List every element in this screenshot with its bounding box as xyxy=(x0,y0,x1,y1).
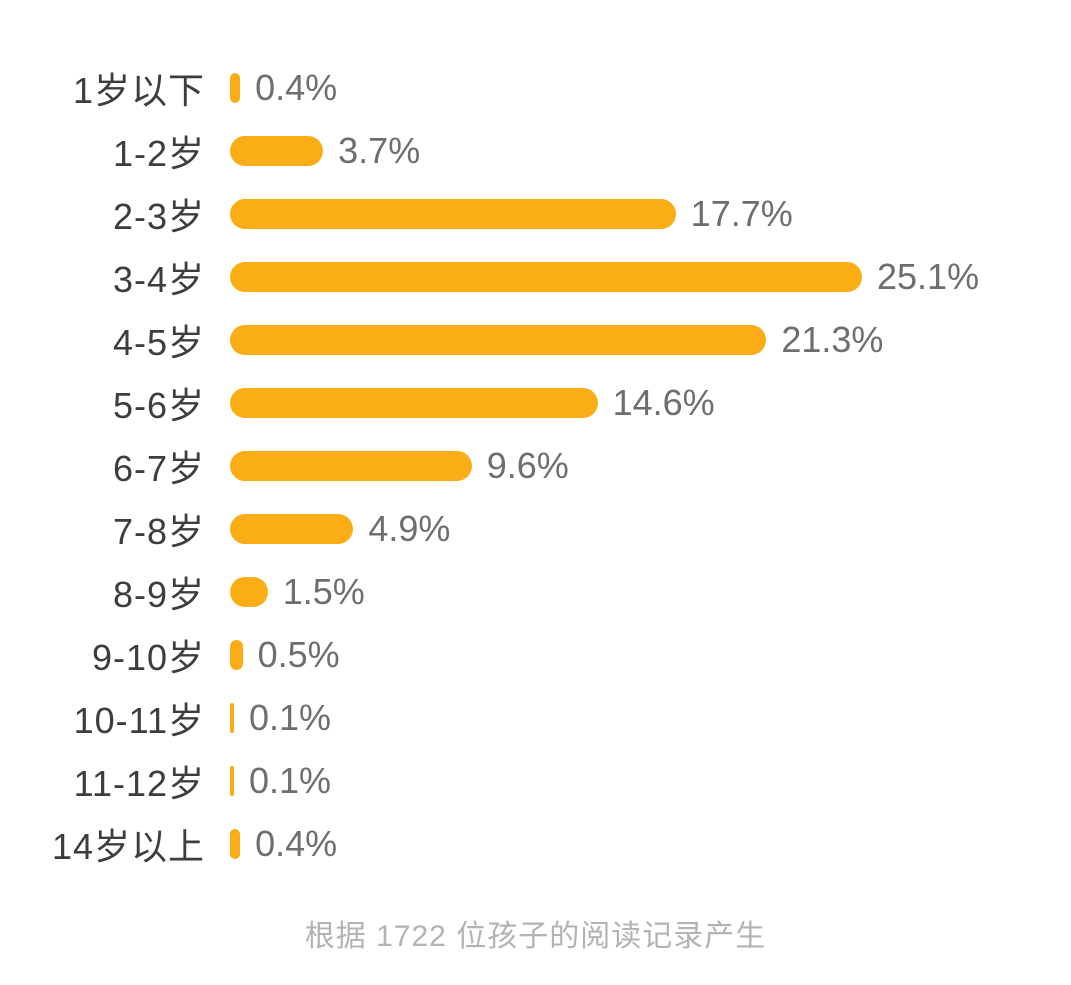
bar xyxy=(230,576,268,607)
bar-area: 0.4% xyxy=(230,823,1071,865)
chart-row: 8-9岁 1.5% xyxy=(0,560,1071,623)
bar xyxy=(230,639,243,670)
chart-row: 3-4岁 25.1% xyxy=(0,245,1071,308)
value-label: 1.5% xyxy=(282,570,365,612)
bar xyxy=(230,261,862,292)
chart-row: 14岁以上 0.4% xyxy=(0,812,1071,875)
chart-row: 10-11岁 0.1% xyxy=(0,686,1071,749)
bar xyxy=(230,702,234,733)
value-label: 17.7% xyxy=(690,192,793,234)
chart-row: 4-5岁 21.3% xyxy=(0,308,1071,371)
chart-footer-note: 根据 1722 位孩子的阅读记录产生 xyxy=(304,920,767,953)
category-label: 8-9岁 xyxy=(112,573,205,615)
value-label: 14.6% xyxy=(612,381,715,423)
bar-area: 0.1% xyxy=(230,697,1071,739)
category-label: 7-8岁 xyxy=(112,510,205,552)
bar-area: 4.9% xyxy=(230,508,1071,550)
bar xyxy=(230,324,767,355)
bar xyxy=(230,198,676,229)
value-label: 0.5% xyxy=(257,633,340,675)
chart-row: 2-3岁 17.7% xyxy=(0,182,1071,245)
bar xyxy=(230,765,234,796)
bar xyxy=(230,72,241,103)
category-label: 9-10岁 xyxy=(91,636,205,678)
chart-row: 1岁以下 0.4% xyxy=(0,56,1071,119)
chart-row: 1-2岁 3.7% xyxy=(0,119,1071,182)
chart-row: 5-6岁 14.6% xyxy=(0,371,1071,434)
category-label: 14岁以上 xyxy=(51,825,205,867)
category-label: 11-12岁 xyxy=(73,762,205,804)
value-label: 9.6% xyxy=(486,444,569,486)
chart-row: 11-12岁 0.1% xyxy=(0,749,1071,812)
bar xyxy=(230,387,598,418)
chart-row: 6-7岁 9.6% xyxy=(0,434,1071,497)
bar-area: 3.7% xyxy=(230,130,1071,172)
value-label: 21.3% xyxy=(781,318,884,360)
bar-area: 17.7% xyxy=(230,193,1071,235)
bar-area: 0.4% xyxy=(230,67,1071,109)
bar xyxy=(230,450,472,481)
category-label: 2-3岁 xyxy=(112,195,205,237)
category-label: 10-11岁 xyxy=(73,699,205,741)
category-label: 5-6岁 xyxy=(112,384,205,426)
value-label: 0.1% xyxy=(249,759,332,801)
category-label: 3-4岁 xyxy=(112,258,205,300)
bar-area: 1.5% xyxy=(230,571,1071,613)
bar xyxy=(230,828,241,859)
category-label: 1-2岁 xyxy=(112,132,205,174)
chart-row: 9-10岁 0.5% xyxy=(0,623,1071,686)
bar-area: 14.6% xyxy=(230,382,1071,424)
value-label: 3.7% xyxy=(338,129,421,171)
bar xyxy=(230,513,354,544)
chart-row: 7-8岁 4.9% xyxy=(0,497,1071,560)
value-label: 0.4% xyxy=(255,66,338,108)
bar-area: 9.6% xyxy=(230,445,1071,487)
value-label: 25.1% xyxy=(877,255,980,297)
bar-area: 25.1% xyxy=(230,256,1071,298)
bar-chart: 1岁以下 0.4% 1-2岁 3.7% 2-3岁 17.7% 3-4岁 25.1% 4-5岁 21… xyxy=(0,56,1071,875)
category-label: 4-5岁 xyxy=(112,321,205,363)
value-label: 0.4% xyxy=(255,822,338,864)
bar xyxy=(230,135,324,166)
bar-area: 21.3% xyxy=(230,319,1071,361)
category-label: 6-7岁 xyxy=(112,447,205,489)
bar-area: 0.1% xyxy=(230,760,1071,802)
bar-area: 0.5% xyxy=(230,634,1071,676)
value-label: 4.9% xyxy=(368,507,451,549)
category-label: 1岁以下 xyxy=(72,69,205,111)
value-label: 0.1% xyxy=(249,696,332,738)
